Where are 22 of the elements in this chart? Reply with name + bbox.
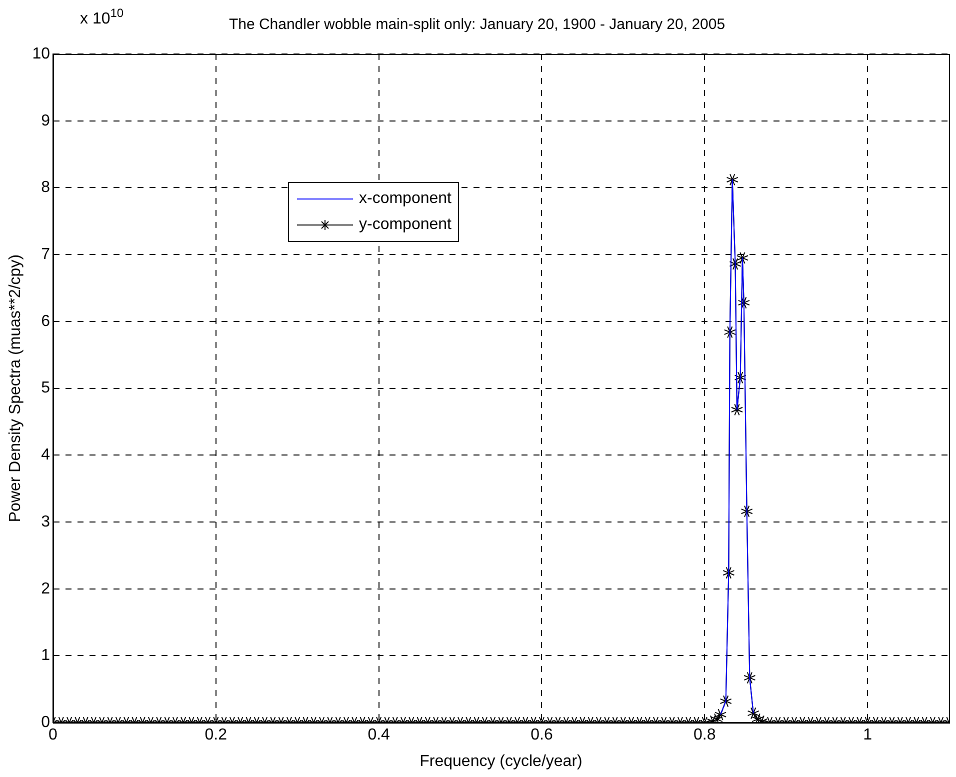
legend-label: x-component <box>359 190 452 208</box>
legend-label: y-component <box>359 216 452 234</box>
x-tick-label: 0.2 <box>204 726 228 744</box>
y-tick-label: 10 <box>32 45 50 62</box>
y-axis-title: Power Density Spectra (muas**2/cpy) <box>7 254 24 522</box>
y-tick-label: 8 <box>41 179 50 196</box>
y-tick-label: 1 <box>41 647 50 664</box>
y-tick-label: 3 <box>41 513 50 530</box>
y-tick-label: 7 <box>41 246 50 263</box>
x-axis-title: Frequency (cycle/year) <box>420 752 582 770</box>
chart-title: The Chandler wobble main-split only: January 20, 1900 - January 20, 2005 <box>228 16 726 34</box>
x-tick-label: 0.4 <box>368 726 390 744</box>
y-tick-label: 9 <box>41 112 50 130</box>
y-tick-label: 2 <box>41 580 50 598</box>
text: x 10$^{10}$ <box>80 6 124 28</box>
x-tick-label: 0.6 <box>530 726 553 744</box>
y-tick-label: 6 <box>41 312 50 330</box>
x-tick-label: 1 <box>863 726 872 744</box>
y-tick-label: 0 <box>41 714 50 732</box>
y-tick-label: 4 <box>41 446 50 464</box>
y-tick-label: 5 <box>41 380 50 397</box>
x-tick-label: 0.8 <box>694 726 716 744</box>
